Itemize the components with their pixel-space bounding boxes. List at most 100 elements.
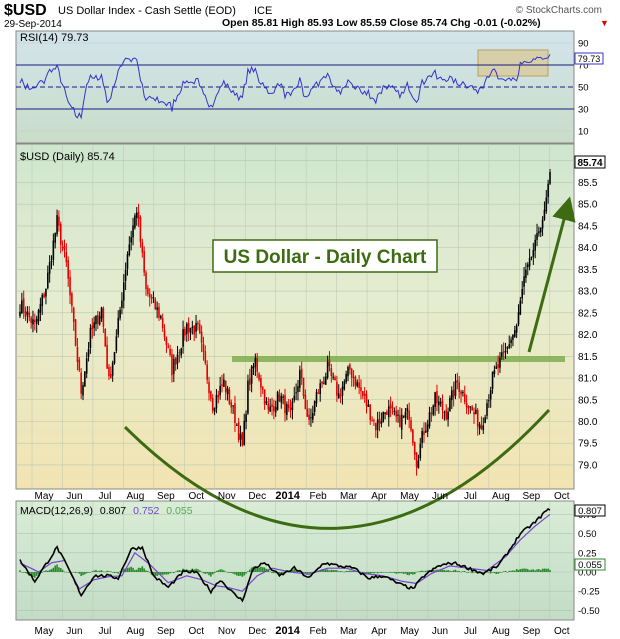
histogram-bar <box>102 571 105 573</box>
histogram-bar <box>365 572 368 574</box>
histogram-bar <box>413 572 416 575</box>
histogram-bar <box>147 570 149 572</box>
trend-arrow <box>527 196 576 353</box>
month-label: Oct <box>554 491 570 502</box>
histogram-bar <box>274 572 277 574</box>
candle-body <box>254 357 257 367</box>
candle-body <box>71 293 73 307</box>
histogram-bar <box>200 571 203 573</box>
candle-body <box>150 297 153 299</box>
candle-body <box>167 346 170 348</box>
histogram-bar <box>176 570 179 572</box>
candle-body <box>178 352 181 354</box>
candle-body <box>384 412 386 414</box>
candle-body <box>248 378 251 385</box>
histogram-bar <box>128 567 131 572</box>
candle-body <box>82 385 84 396</box>
price-tick-label: 84.5 <box>578 221 598 232</box>
candle-body <box>104 328 107 347</box>
rsi-tick-label: 70 <box>578 61 589 72</box>
macd-tick-label: -0.50 <box>578 606 600 617</box>
histogram-bar <box>513 570 516 572</box>
histogram-bar <box>110 571 112 572</box>
histogram-bar <box>375 572 377 573</box>
candle-body <box>452 389 455 398</box>
candle-body <box>360 387 362 392</box>
candle-body <box>386 411 388 415</box>
candle-body <box>35 318 38 324</box>
candle-body <box>476 410 479 427</box>
candle-body <box>24 311 27 317</box>
histogram-bar <box>148 572 151 573</box>
histogram-bar <box>59 568 62 572</box>
candle-body <box>313 401 316 412</box>
histogram-bar <box>367 572 370 575</box>
month-label: Oct <box>189 491 205 502</box>
histogram-bar <box>526 569 529 572</box>
histogram-bar <box>180 570 183 572</box>
month-label: May <box>35 626 54 637</box>
candle-body <box>247 380 249 414</box>
histogram-bar <box>143 568 145 572</box>
histogram-bar <box>489 572 492 574</box>
candle-body <box>317 392 320 394</box>
month-label: Apr <box>371 626 387 637</box>
candle-body <box>22 298 25 313</box>
rsi-tick-label: 30 <box>578 105 589 116</box>
candle-body <box>450 390 453 401</box>
candle-body <box>265 401 268 404</box>
candle-body <box>358 382 360 389</box>
histogram-bar <box>536 569 538 572</box>
histogram-bar <box>130 566 132 572</box>
signal-legend-value: 0.752 <box>133 505 159 517</box>
month-label: Jun <box>66 491 82 502</box>
histogram-bar <box>224 571 227 573</box>
macd-line <box>19 507 551 603</box>
histogram-bar <box>532 569 535 572</box>
month-label: Aug <box>492 491 510 502</box>
candle-body <box>113 352 116 364</box>
histogram-bar <box>24 572 27 574</box>
histogram-bar <box>419 571 422 572</box>
candle-body <box>213 408 216 412</box>
price-tick-label: 82.0 <box>578 330 598 341</box>
candle-body <box>234 403 236 423</box>
annotation-text: US Dollar - Daily Chart <box>224 247 427 268</box>
histogram-bar <box>108 571 110 572</box>
histogram-bar <box>100 570 103 572</box>
price-tick-label: 85.0 <box>578 200 598 211</box>
candle-body <box>473 411 475 415</box>
candle-body <box>408 410 410 420</box>
candle-body <box>230 402 233 408</box>
histogram-bar <box>263 567 266 572</box>
histogram-bar <box>376 572 379 574</box>
candle-body <box>239 433 242 440</box>
candle-body <box>332 376 334 378</box>
candle-body <box>85 358 88 374</box>
histogram-bar <box>426 570 429 572</box>
histogram-bar <box>447 569 449 572</box>
histogram-bar <box>443 569 446 572</box>
candle-body <box>95 315 97 325</box>
candle-body <box>436 391 438 404</box>
histogram-bar <box>423 571 425 572</box>
macd-legend-value: 0.807 <box>100 505 126 517</box>
histogram-bar <box>65 571 68 573</box>
candle-body <box>421 431 423 444</box>
histogram-bar <box>248 569 251 572</box>
histogram-bar <box>189 569 192 572</box>
candle-body <box>543 209 546 220</box>
month-label: May <box>35 491 54 502</box>
candle-body <box>154 299 157 309</box>
histogram-bar <box>389 572 392 573</box>
candle-body <box>315 391 318 404</box>
histogram-bar <box>213 572 216 574</box>
histogram-bar <box>139 567 142 572</box>
histogram-bar <box>80 572 82 576</box>
histogram-bar <box>421 570 423 572</box>
candle-body <box>189 327 192 334</box>
candle-body <box>202 343 205 352</box>
histogram-bar <box>21 572 23 573</box>
candle-body <box>256 358 259 372</box>
